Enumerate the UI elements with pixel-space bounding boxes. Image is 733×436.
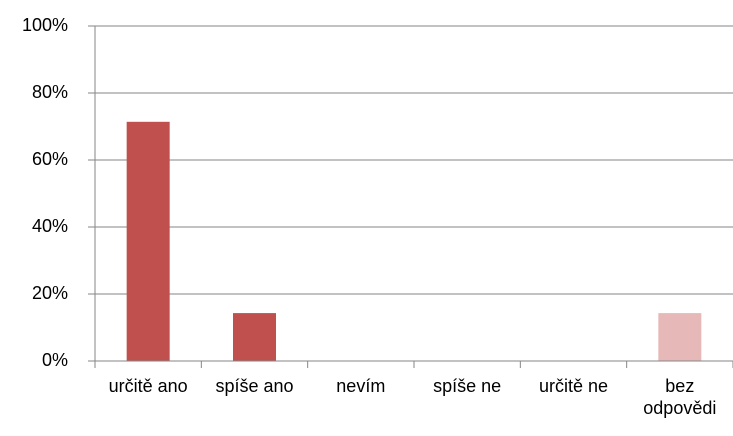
y-tick-label: 100% <box>22 15 68 35</box>
x-tick-label: určitě ano <box>108 376 188 396</box>
x-tick-label: nevím <box>336 376 386 396</box>
y-tick-label: 40% <box>32 216 68 236</box>
x-tick-label: bez odpovědi <box>643 376 717 418</box>
x-tick-label: spíše ne <box>433 376 502 396</box>
y-tick-label: 60% <box>32 149 68 169</box>
y-tick-label: 0% <box>42 350 68 370</box>
x-tick-label: určitě ne <box>538 376 609 396</box>
y-tick-label: 20% <box>32 283 68 303</box>
y-tick-label: 80% <box>32 82 68 102</box>
bar <box>658 313 702 361</box>
bar <box>126 121 170 361</box>
bar <box>233 313 276 361</box>
x-tick-label: spíše ano <box>215 376 294 396</box>
